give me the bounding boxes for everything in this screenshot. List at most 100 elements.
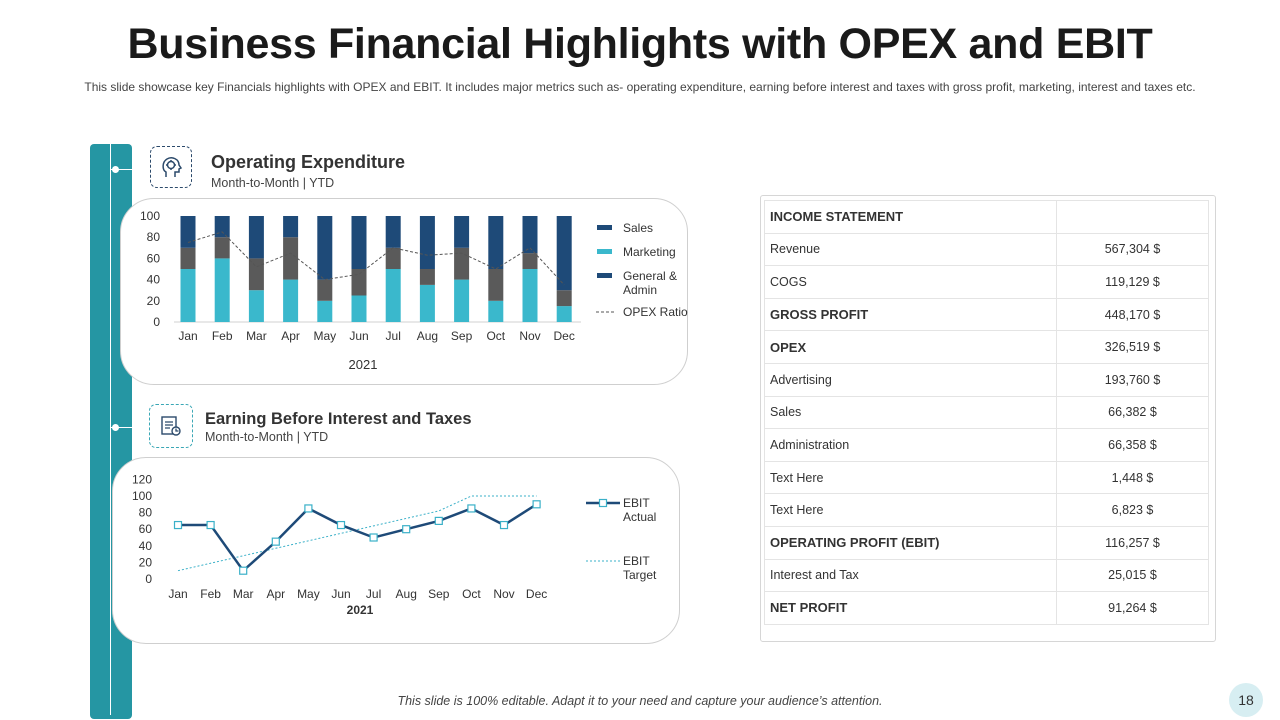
income-row-value: 91,264 $ [1056, 591, 1209, 625]
income-row-label: INCOME STATEMENT [764, 200, 1057, 234]
legend-label: Target [623, 568, 657, 582]
income-row: Text Here 6,823 $ [764, 493, 1209, 527]
legend-swatch [597, 249, 612, 254]
bar-segment [488, 300, 504, 322]
ebit-actual-marker [173, 520, 183, 530]
timeline-dot [112, 424, 119, 431]
income-row: OPEX 326,519 $ [764, 330, 1209, 364]
income-row-value: 1,448 $ [1056, 460, 1209, 495]
income-row: Administration 66,358 $ [764, 428, 1209, 462]
bar-segment [248, 258, 264, 291]
x-tick-label: May [297, 587, 320, 601]
y-tick-label: 40 [147, 273, 161, 287]
legend-swatch [598, 498, 608, 508]
y-tick-label: 20 [139, 555, 153, 569]
legend-label: Sales [623, 221, 653, 235]
bar-segment [351, 269, 367, 296]
legend-label: General & [623, 269, 677, 283]
y-tick-label: 80 [147, 230, 161, 244]
x-tick-label: Aug [417, 329, 438, 343]
x-tick-label: Mar [233, 587, 254, 601]
x-tick-label: Apr [281, 329, 300, 343]
bar-segment [385, 269, 401, 322]
ebit-actual-marker [239, 566, 248, 575]
ebit-actual-marker [336, 520, 346, 530]
ebit-chart: 0 20 40 60 80 100 120 Jan Feb Mar Apr May Jun Jul Aug S… [132, 472, 657, 617]
bar-segment [317, 279, 333, 301]
opex-chart-panel [120, 198, 688, 385]
legend-swatch [597, 225, 612, 230]
income-row-label: OPEX [764, 330, 1057, 364]
ebit-actual-marker [271, 537, 280, 546]
income-statement-table: INCOME STATEMENT Revenue 567,304 $ COGS 119,… [764, 200, 1209, 625]
income-row-label: Advertising [764, 362, 1057, 397]
x-tick-label: Dec [526, 587, 547, 601]
income-row-value: 25,015 $ [1056, 558, 1209, 593]
ebit-actual-line [178, 503, 538, 573]
bar-segment [385, 216, 401, 248]
y-tick-label: 120 [132, 472, 152, 486]
opex-ratio-line [187, 231, 565, 286]
y-tick-label: 20 [147, 294, 161, 308]
income-row: Advertising 193,760 $ [764, 362, 1209, 397]
ebit-target-line [177, 495, 537, 572]
bar-segment [283, 279, 299, 322]
legend-label: OPEX Ratio [623, 305, 688, 319]
bar-segment [556, 306, 572, 322]
y-tick-label: 60 [139, 522, 153, 536]
x-tick-label: May [313, 329, 336, 343]
bar-segment [488, 269, 504, 301]
footer-note: This slide is 100% editable. Adapt it to… [397, 694, 883, 708]
ebit-actual-marker [532, 500, 541, 509]
opex-subtitle: Month-to-Month | YTD [211, 176, 335, 190]
y-tick-label: 80 [139, 506, 153, 520]
income-row-label: OPERATING PROFIT (EBIT) [764, 525, 1057, 560]
ebit-actual-marker [402, 525, 411, 534]
x-tick-label: Apr [266, 587, 285, 601]
income-row-value: 448,170 $ [1056, 297, 1209, 332]
gear-head-icon [150, 146, 192, 188]
x-tick-label: Sep [428, 587, 450, 601]
income-row-label: Revenue [764, 232, 1057, 267]
bar-segment [351, 295, 367, 322]
bar-segment [556, 290, 572, 307]
bar-segment [214, 258, 230, 322]
bar-segment [419, 269, 435, 285]
x-axis-label: 2021 [349, 357, 378, 372]
y-tick-label: 100 [140, 209, 160, 223]
x-tick-label: Nov [519, 329, 540, 343]
bar-segment [385, 247, 401, 269]
income-row: INCOME STATEMENT [764, 200, 1209, 234]
page-subtitle: This slide showcase key Financials highl… [84, 80, 1196, 94]
income-row-value: 116,257 $ [1056, 525, 1209, 560]
bar-segment [214, 216, 230, 238]
x-tick-label: Jan [168, 587, 187, 601]
bar-segment [317, 300, 333, 322]
income-row-value: 326,519 $ [1056, 330, 1209, 364]
bar-segment [214, 237, 230, 259]
timeline-line [110, 130, 111, 715]
y-tick-label: 0 [145, 572, 152, 586]
x-tick-label: Jul [386, 329, 401, 343]
bar-segment [454, 216, 470, 248]
income-row: Interest and Tax 25,015 $ [764, 558, 1209, 593]
bar-segment [522, 269, 538, 322]
ebit-actual-marker [369, 533, 378, 542]
bar-segment [454, 279, 470, 322]
bar-segment [522, 216, 538, 254]
income-row-value: 66,382 $ [1056, 395, 1209, 430]
y-tick-label: 0 [153, 315, 160, 329]
income-row: OPERATING PROFIT (EBIT) 116,257 $ [764, 525, 1209, 560]
ebit-actual-marker [434, 516, 443, 526]
timeline-tick [110, 169, 132, 170]
x-tick-label: Oct [486, 329, 505, 343]
y-tick-label: 100 [132, 489, 152, 503]
bar-segment [419, 216, 435, 269]
income-row: GROSS PROFIT 448,170 $ [764, 297, 1209, 332]
bar-segment [283, 237, 299, 280]
income-row-label: Text Here [764, 493, 1057, 527]
bar-segment [488, 216, 504, 269]
income-row: COGS 119,129 $ [764, 265, 1209, 299]
x-tick-label: Dec [554, 329, 575, 343]
y-tick-label: 40 [139, 539, 153, 553]
